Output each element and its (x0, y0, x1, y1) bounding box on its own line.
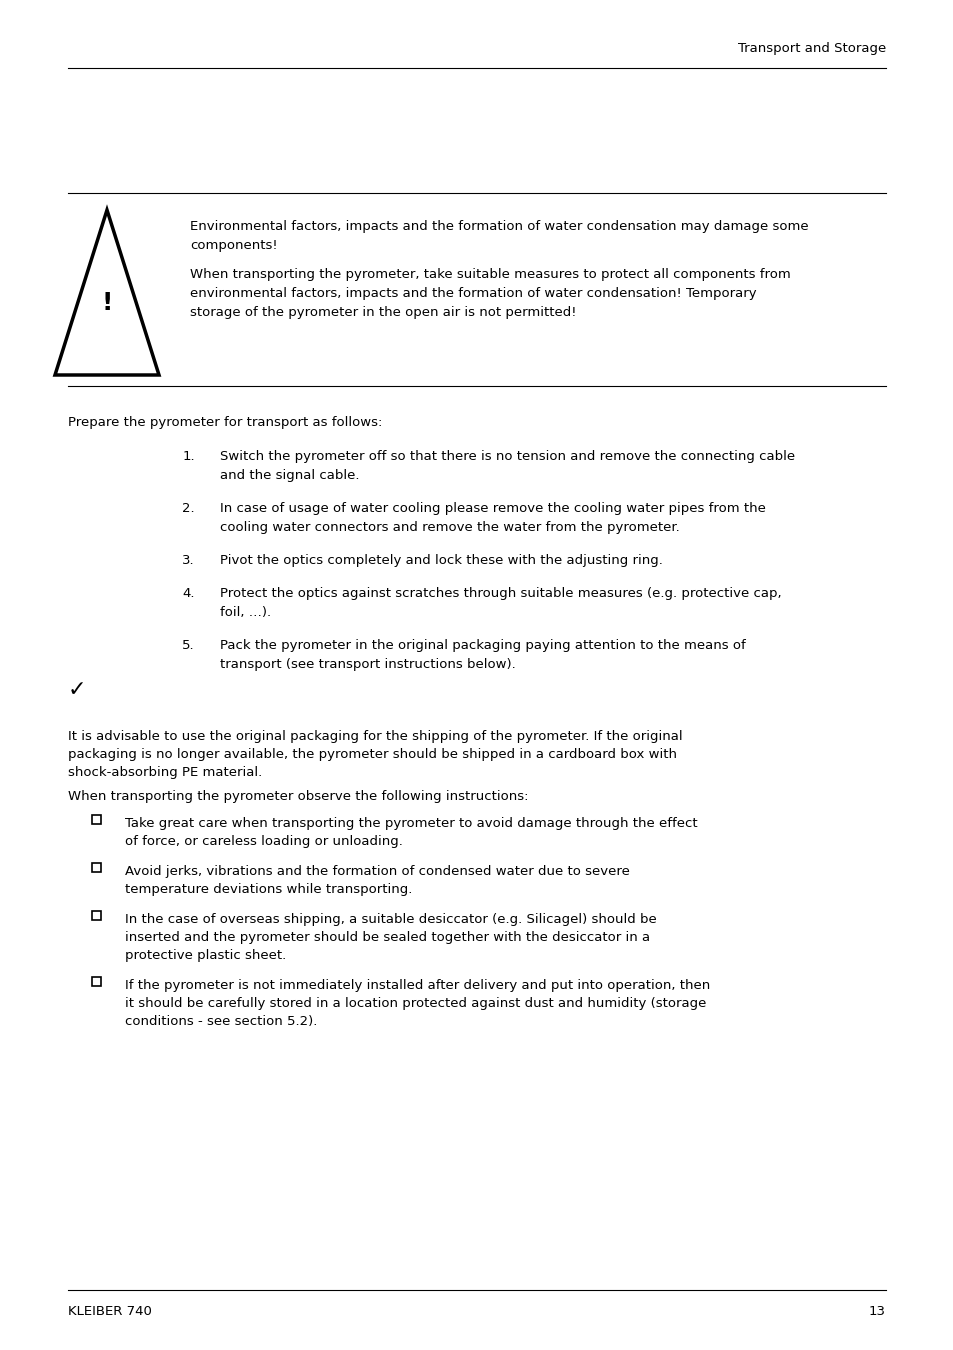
Text: 1.: 1. (182, 450, 194, 463)
Text: it should be carefully stored in a location protected against dust and humidity : it should be carefully stored in a locat… (125, 998, 705, 1010)
Text: inserted and the pyrometer should be sealed together with the desiccator in a: inserted and the pyrometer should be sea… (125, 931, 649, 944)
Text: When transporting the pyrometer observe the following instructions:: When transporting the pyrometer observe … (68, 790, 528, 803)
Text: If the pyrometer is not immediately installed after delivery and put into operat: If the pyrometer is not immediately inst… (125, 979, 709, 992)
Text: In the case of overseas shipping, a suitable desiccator (e.g. Silicagel) should : In the case of overseas shipping, a suit… (125, 913, 656, 926)
Text: of force, or careless loading or unloading.: of force, or careless loading or unloadi… (125, 836, 402, 848)
Text: foil, …).: foil, …). (220, 606, 271, 620)
Text: conditions - see section 5.2).: conditions - see section 5.2). (125, 1015, 317, 1027)
Text: Transport and Storage: Transport and Storage (737, 42, 885, 55)
Text: storage of the pyrometer in the open air is not permitted!: storage of the pyrometer in the open air… (190, 306, 576, 319)
Text: !: ! (101, 290, 112, 315)
Text: Avoid jerks, vibrations and the formation of condensed water due to severe: Avoid jerks, vibrations and the formatio… (125, 865, 629, 878)
Text: Switch the pyrometer off so that there is no tension and remove the connecting c: Switch the pyrometer off so that there i… (220, 450, 794, 463)
Text: It is advisable to use the original packaging for the shipping of the pyrometer.: It is advisable to use the original pack… (68, 730, 682, 742)
Text: Environmental factors, impacts and the formation of water condensation may damag: Environmental factors, impacts and the f… (190, 220, 808, 234)
Text: 4.: 4. (182, 587, 194, 599)
Text: In case of usage of water cooling please remove the cooling water pipes from the: In case of usage of water cooling please… (220, 502, 765, 514)
Text: Pivot the optics completely and lock these with the adjusting ring.: Pivot the optics completely and lock the… (220, 554, 662, 567)
Text: Protect the optics against scratches through suitable measures (e.g. protective : Protect the optics against scratches thr… (220, 587, 781, 599)
Text: temperature deviations while transporting.: temperature deviations while transportin… (125, 883, 412, 896)
Text: 2.: 2. (182, 502, 194, 514)
Text: 13: 13 (868, 1305, 885, 1318)
Text: 5.: 5. (182, 639, 194, 652)
Text: ✓: ✓ (68, 680, 87, 701)
Text: packaging is no longer available, the pyrometer should be shipped in a cardboard: packaging is no longer available, the py… (68, 748, 677, 761)
Text: environmental factors, impacts and the formation of water condensation! Temporar: environmental factors, impacts and the f… (190, 288, 756, 300)
Text: 3.: 3. (182, 554, 194, 567)
Text: transport (see transport instructions below).: transport (see transport instructions be… (220, 657, 516, 671)
Text: When transporting the pyrometer, take suitable measures to protect all component: When transporting the pyrometer, take su… (190, 269, 790, 281)
Bar (92, 910, 101, 919)
Text: components!: components! (190, 239, 277, 252)
Text: Pack the pyrometer in the original packaging paying attention to the means of: Pack the pyrometer in the original packa… (220, 639, 745, 652)
Bar (92, 814, 101, 824)
Text: cooling water connectors and remove the water from the pyrometer.: cooling water connectors and remove the … (220, 521, 679, 535)
Bar (92, 976, 101, 986)
Text: and the signal cable.: and the signal cable. (220, 468, 359, 482)
Text: shock-absorbing PE material.: shock-absorbing PE material. (68, 765, 262, 779)
Text: Take great care when transporting the pyrometer to avoid damage through the effe: Take great care when transporting the py… (125, 817, 697, 830)
Bar (92, 863, 101, 872)
Text: protective plastic sheet.: protective plastic sheet. (125, 949, 286, 963)
Text: KLEIBER 740: KLEIBER 740 (68, 1305, 152, 1318)
Text: Prepare the pyrometer for transport as follows:: Prepare the pyrometer for transport as f… (68, 416, 382, 429)
